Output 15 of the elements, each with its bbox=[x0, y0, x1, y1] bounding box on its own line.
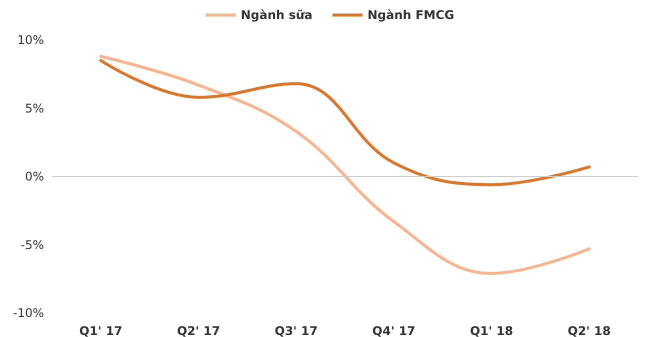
x-tick-label: Q1' 18 bbox=[470, 324, 514, 337]
y-tick-label: 10% bbox=[17, 33, 44, 47]
y-tick-label: -10% bbox=[12, 306, 44, 320]
legend-label: Ngành FMCG bbox=[367, 8, 454, 22]
x-tick-label: Q2' 17 bbox=[176, 324, 220, 337]
legend-label: Ngành sữa bbox=[240, 8, 312, 22]
x-tick-label: Q1' 17 bbox=[79, 324, 122, 337]
x-tick-label: Q4' 17 bbox=[372, 324, 416, 337]
line-series bbox=[99, 54, 591, 275]
line-series bbox=[99, 58, 591, 186]
y-tick-label: -5% bbox=[20, 238, 44, 252]
x-tick-label: Q2' 18 bbox=[568, 324, 611, 337]
y-tick-label: 5% bbox=[24, 101, 44, 116]
y-tick-label: 0% bbox=[24, 170, 44, 184]
x-tick-label: Q3' 17 bbox=[274, 324, 318, 337]
